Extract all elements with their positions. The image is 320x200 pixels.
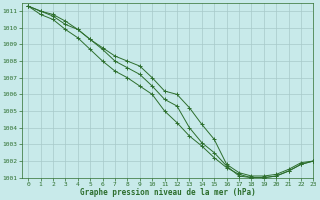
X-axis label: Graphe pression niveau de la mer (hPa): Graphe pression niveau de la mer (hPa)	[80, 188, 256, 197]
